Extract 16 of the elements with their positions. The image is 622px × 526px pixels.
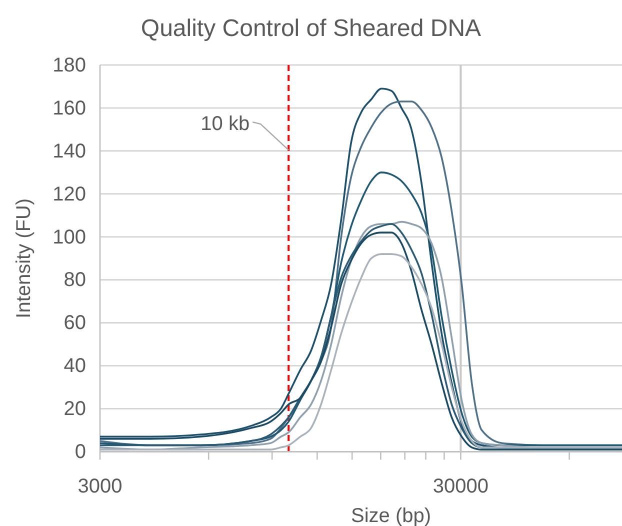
y-axis-title: Intensity (FU) (13, 198, 35, 318)
y-tick-label: 0 (74, 441, 86, 464)
y-tick-label: 140 (52, 140, 86, 162)
y-tick-label: 60 (64, 312, 86, 334)
x-tick-label: 30000 (432, 476, 489, 498)
y-tick-label: 40 (64, 355, 86, 378)
ref-line-label: 10 kb (200, 113, 250, 136)
chart-title: Quality Control of Sheared DNA (140, 15, 482, 42)
y-tick-label: 80 (64, 269, 86, 292)
y-tick-label: 100 (52, 226, 86, 248)
x-tick-label: 3000 (78, 476, 122, 498)
y-tick-label: 120 (52, 183, 86, 206)
y-tick-label: 160 (52, 97, 86, 120)
y-tick-label: 180 (52, 54, 86, 76)
y-tick-label: 20 (64, 398, 86, 420)
x-axis-title: Size (bp) (350, 505, 432, 526)
